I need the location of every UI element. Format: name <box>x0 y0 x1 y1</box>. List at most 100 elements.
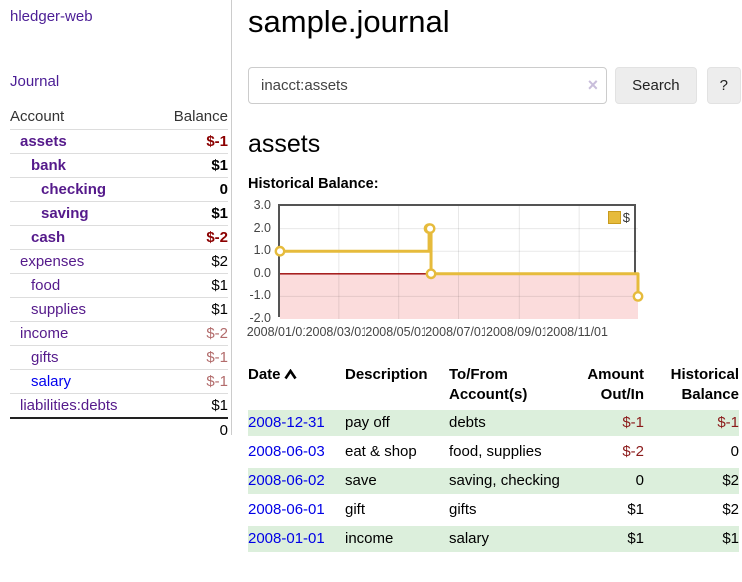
chart-canvas <box>274 206 644 319</box>
account-row: checking 0 <box>10 178 228 202</box>
register-row: 2008-12-31 pay off debts $-1 $-1 <box>248 410 739 436</box>
sidebar-account-income[interactable]: income <box>20 325 69 342</box>
transaction-amount: $1 <box>562 526 644 552</box>
account-row: saving $1 <box>10 202 228 226</box>
account-balance: $-2 <box>206 229 228 246</box>
account-row: salary $-1 <box>10 370 228 394</box>
chart-title: Historical Balance: <box>248 176 379 192</box>
account-balance: $1 <box>211 205 228 222</box>
sidebar-account-bank[interactable]: bank <box>31 157 67 174</box>
transaction-date-link[interactable]: 2008-01-01 <box>248 530 325 547</box>
account-row: food $1 <box>10 274 228 298</box>
chevron-up-icon <box>283 369 297 380</box>
account-balance: $-1 <box>206 349 228 366</box>
accounts-table: Account Balance assets $-1 bank $1 check… <box>10 106 228 442</box>
sidebar-item-journal[interactable]: Journal <box>10 73 60 90</box>
balance-column-header: Historical Balance <box>670 366 739 403</box>
register-row: 2008-06-01 gift gifts $1 $2 <box>248 497 739 523</box>
transaction-accounts: food, supplies <box>449 443 542 460</box>
transaction-amount: 0 <box>562 468 644 494</box>
accounts-total-row: 0 <box>10 417 228 442</box>
account-row: gifts $-1 <box>10 346 228 370</box>
page: hledger-web Journal Account Balance asse… <box>10 0 741 555</box>
sidebar-account-supplies[interactable]: supplies <box>31 301 87 318</box>
transaction-date-link[interactable]: 2008-06-01 <box>248 501 325 518</box>
account-balance: $1 <box>211 301 228 318</box>
clear-search-icon[interactable]: × <box>587 75 599 95</box>
page-title: sample.journal <box>248 4 450 39</box>
transaction-balance: $1 <box>644 526 739 552</box>
description-column-header: Description <box>345 366 428 383</box>
y-axis-tick-label: 3.0 <box>253 198 271 212</box>
transaction-amount: $-1 <box>562 410 644 436</box>
sidebar-account-gifts[interactable]: gifts <box>31 349 59 366</box>
account-row: assets $-1 <box>10 130 228 154</box>
transaction-description: save <box>345 468 449 494</box>
account-balance: $-2 <box>206 325 228 342</box>
transaction-date-link[interactable]: 2008-12-31 <box>248 414 325 431</box>
register-row: 2008-06-02 save saving, checking 0 $2 <box>248 468 739 494</box>
register-row: 2008-01-01 income salary $1 $1 <box>248 526 739 552</box>
historical-balance-chart: 3.0 2.0 1.0 0.0 -1.0 -2.0 $ 2008/01/01 2008/03… <box>245 198 648 343</box>
accounts-total-value: 0 <box>219 422 228 439</box>
transaction-amount: $-2 <box>622 443 644 460</box>
search-box: × <box>248 67 608 104</box>
y-axis-tick-label: 0.0 <box>253 265 271 280</box>
help-button[interactable]: ? <box>706 67 741 104</box>
transaction-description: pay off <box>345 410 449 436</box>
sidebar-account-saving[interactable]: saving <box>41 205 89 222</box>
main-content: sample.journal × Search ? assets Histori… <box>232 0 741 555</box>
account-balance: $1 <box>211 277 228 294</box>
x-axis-tick-label: 2008/05/01 <box>364 325 429 339</box>
account-row: income $-2 <box>10 322 228 346</box>
transaction-balance: $2 <box>722 501 739 518</box>
legend-label: $ <box>622 210 630 225</box>
y-axis-tick-label: -2.0 <box>249 311 271 325</box>
transaction-accounts: gifts <box>449 501 477 518</box>
y-axis-tick-label: 2.0 <box>253 220 271 235</box>
y-axis-tick-label: 1.0 <box>253 243 271 258</box>
transaction-amount: $1 <box>627 501 644 518</box>
sidebar-account-liabilities-debts[interactable]: liabilities:debts <box>20 397 118 414</box>
register-header-row: Date Description To/From Account(s) Amou… <box>248 363 739 407</box>
app-title-link[interactable]: hledger-web <box>10 8 93 25</box>
transaction-accounts: salary <box>449 526 562 552</box>
account-row: bank $1 <box>10 154 228 178</box>
transaction-balance: $2 <box>644 468 739 494</box>
transaction-description: eat & shop <box>345 443 417 460</box>
transaction-balance: $-1 <box>644 410 739 436</box>
chart-x-axis-labels: 2008/01/01 2008/03/01 2008/05/01 2008/07/01… <box>245 325 640 341</box>
transaction-date-link[interactable]: 2008-06-03 <box>248 443 325 460</box>
account-balance: $1 <box>211 157 228 174</box>
date-column-header[interactable]: Date <box>248 363 345 407</box>
account-balance: $-1 <box>206 373 228 390</box>
sidebar-account-cash[interactable]: cash <box>31 229 66 246</box>
account-row: supplies $1 <box>10 298 228 322</box>
chart-legend: $ <box>607 210 630 225</box>
transaction-accounts: saving, checking <box>449 468 562 494</box>
chart-plot-area: $ <box>274 204 644 319</box>
transaction-description: income <box>345 526 449 552</box>
sidebar-account-checking[interactable]: checking <box>41 181 107 198</box>
account-column-header: Account <box>10 108 65 125</box>
x-axis-tick-label: 2008/07/01 <box>424 325 489 339</box>
chart-y-axis-labels: 3.0 2.0 1.0 0.0 -1.0 -2.0 <box>248 198 276 325</box>
sidebar-account-expenses[interactable]: expenses <box>20 253 85 270</box>
accounts-column-header: To/From Account(s) <box>449 366 528 403</box>
transaction-date-link[interactable]: 2008-06-02 <box>248 472 325 489</box>
x-axis-tick-label: 2008/09/01 <box>485 325 550 339</box>
account-balance: 0 <box>219 181 228 198</box>
sidebar-account-assets[interactable]: assets <box>20 133 67 150</box>
search-bar: × Search ? <box>248 67 741 104</box>
x-axis-tick-label: 2008/01/01 <box>245 325 311 339</box>
account-balance: $-1 <box>206 133 228 150</box>
search-input[interactable] <box>248 67 608 104</box>
account-page-title: assets <box>248 130 321 158</box>
account-balance: $2 <box>211 253 228 270</box>
sidebar-account-food[interactable]: food <box>31 277 61 294</box>
search-button[interactable]: Search <box>615 67 697 104</box>
register-table: Date Description To/From Account(s) Amou… <box>248 360 739 555</box>
legend-swatch-icon <box>607 211 621 224</box>
y-axis-tick-label: -1.0 <box>249 288 271 303</box>
sidebar-account-salary[interactable]: salary <box>31 373 72 390</box>
